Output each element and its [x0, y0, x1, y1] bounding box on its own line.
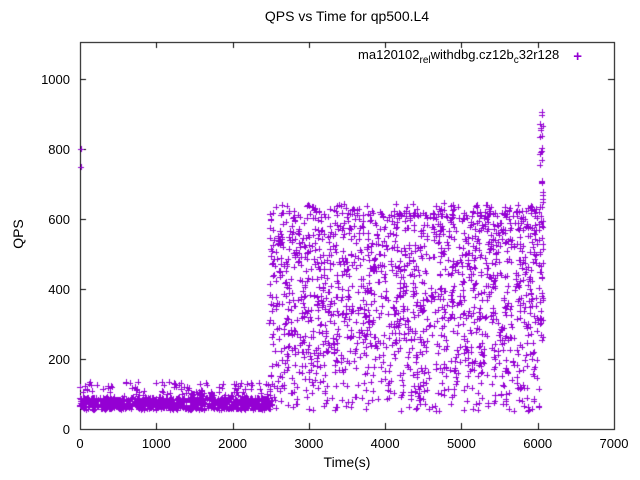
qps-scatter-chart: QPS vs Time for qp500.L4 ma120102relwith… — [0, 0, 640, 480]
plot-canvas — [0, 0, 640, 480]
